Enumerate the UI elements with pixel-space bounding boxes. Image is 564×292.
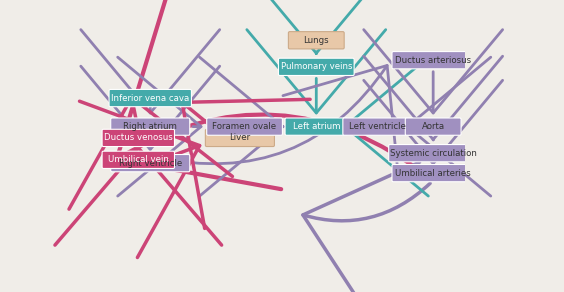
Text: Left ventricle: Left ventricle bbox=[349, 122, 406, 131]
Text: Liver: Liver bbox=[230, 133, 250, 142]
FancyBboxPatch shape bbox=[392, 164, 474, 182]
Text: Right atrium: Right atrium bbox=[124, 122, 177, 131]
Text: Ductus venosus: Ductus venosus bbox=[104, 133, 173, 142]
FancyBboxPatch shape bbox=[285, 118, 347, 135]
FancyBboxPatch shape bbox=[111, 154, 190, 172]
Text: Umbilical arteries: Umbilical arteries bbox=[395, 168, 471, 178]
Text: Right ventricle: Right ventricle bbox=[118, 159, 182, 168]
FancyBboxPatch shape bbox=[288, 32, 344, 49]
Text: Foramen ovale: Foramen ovale bbox=[213, 122, 276, 131]
FancyBboxPatch shape bbox=[279, 58, 354, 75]
FancyBboxPatch shape bbox=[109, 89, 191, 107]
Text: Ductus arteriosus: Ductus arteriosus bbox=[395, 56, 472, 65]
FancyBboxPatch shape bbox=[206, 118, 283, 135]
FancyBboxPatch shape bbox=[102, 151, 174, 168]
FancyBboxPatch shape bbox=[392, 52, 474, 69]
FancyBboxPatch shape bbox=[406, 118, 461, 135]
Text: Inferior vena cava: Inferior vena cava bbox=[111, 93, 190, 102]
FancyBboxPatch shape bbox=[111, 118, 190, 135]
Text: Pulmonary veins: Pulmonary veins bbox=[280, 62, 352, 71]
FancyBboxPatch shape bbox=[389, 145, 478, 162]
Text: Left atrium: Left atrium bbox=[293, 122, 340, 131]
Text: Aorta: Aorta bbox=[422, 122, 445, 131]
Text: Umbilical vein: Umbilical vein bbox=[108, 155, 169, 164]
FancyBboxPatch shape bbox=[102, 129, 174, 147]
Text: Systemic circulation: Systemic circulation bbox=[390, 149, 477, 158]
FancyBboxPatch shape bbox=[205, 129, 275, 147]
Text: Lungs: Lungs bbox=[303, 36, 329, 45]
FancyBboxPatch shape bbox=[343, 118, 412, 135]
